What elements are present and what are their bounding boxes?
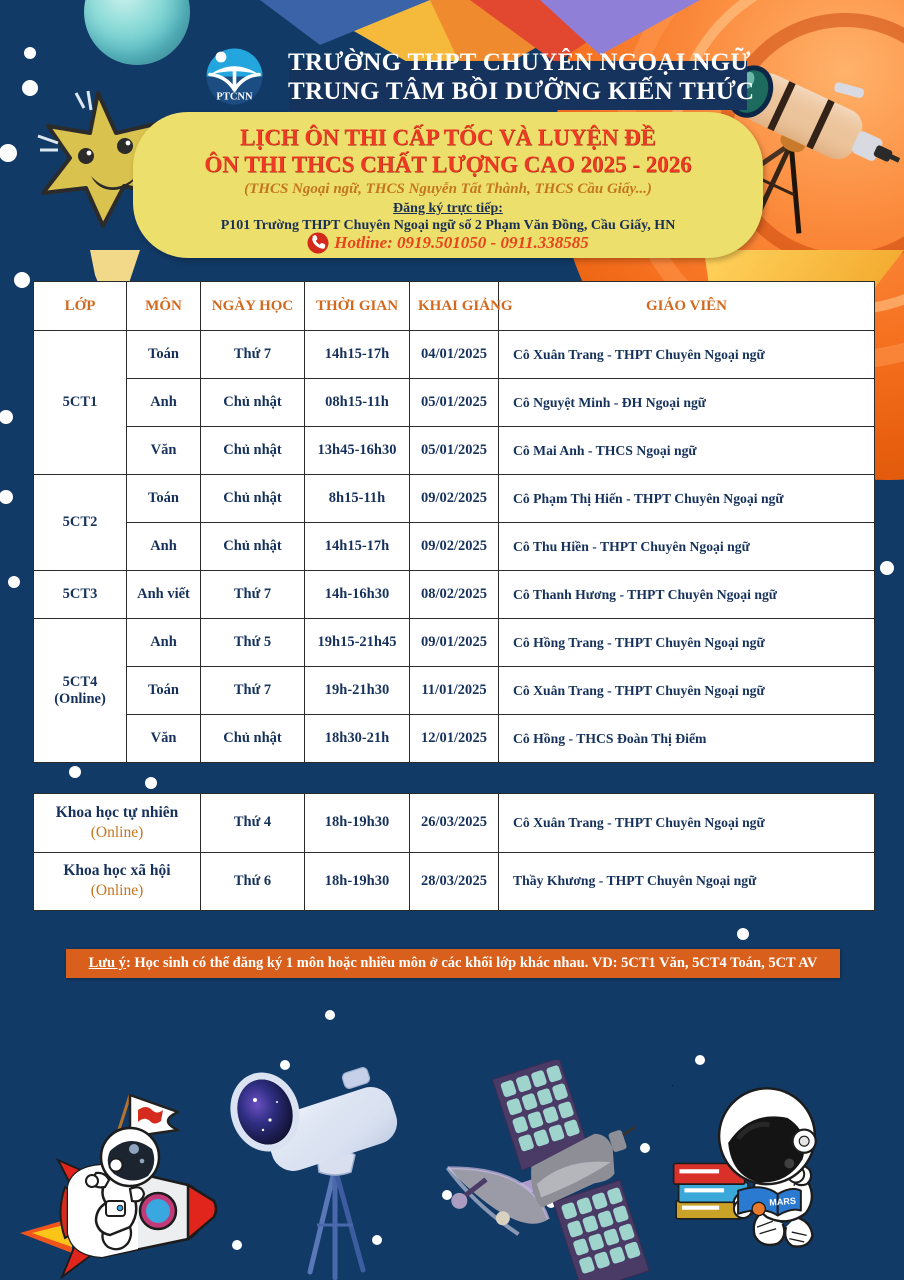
svg-text:MARS: MARS [769, 1196, 796, 1208]
svg-text:PTCNN: PTCNN [216, 92, 253, 103]
